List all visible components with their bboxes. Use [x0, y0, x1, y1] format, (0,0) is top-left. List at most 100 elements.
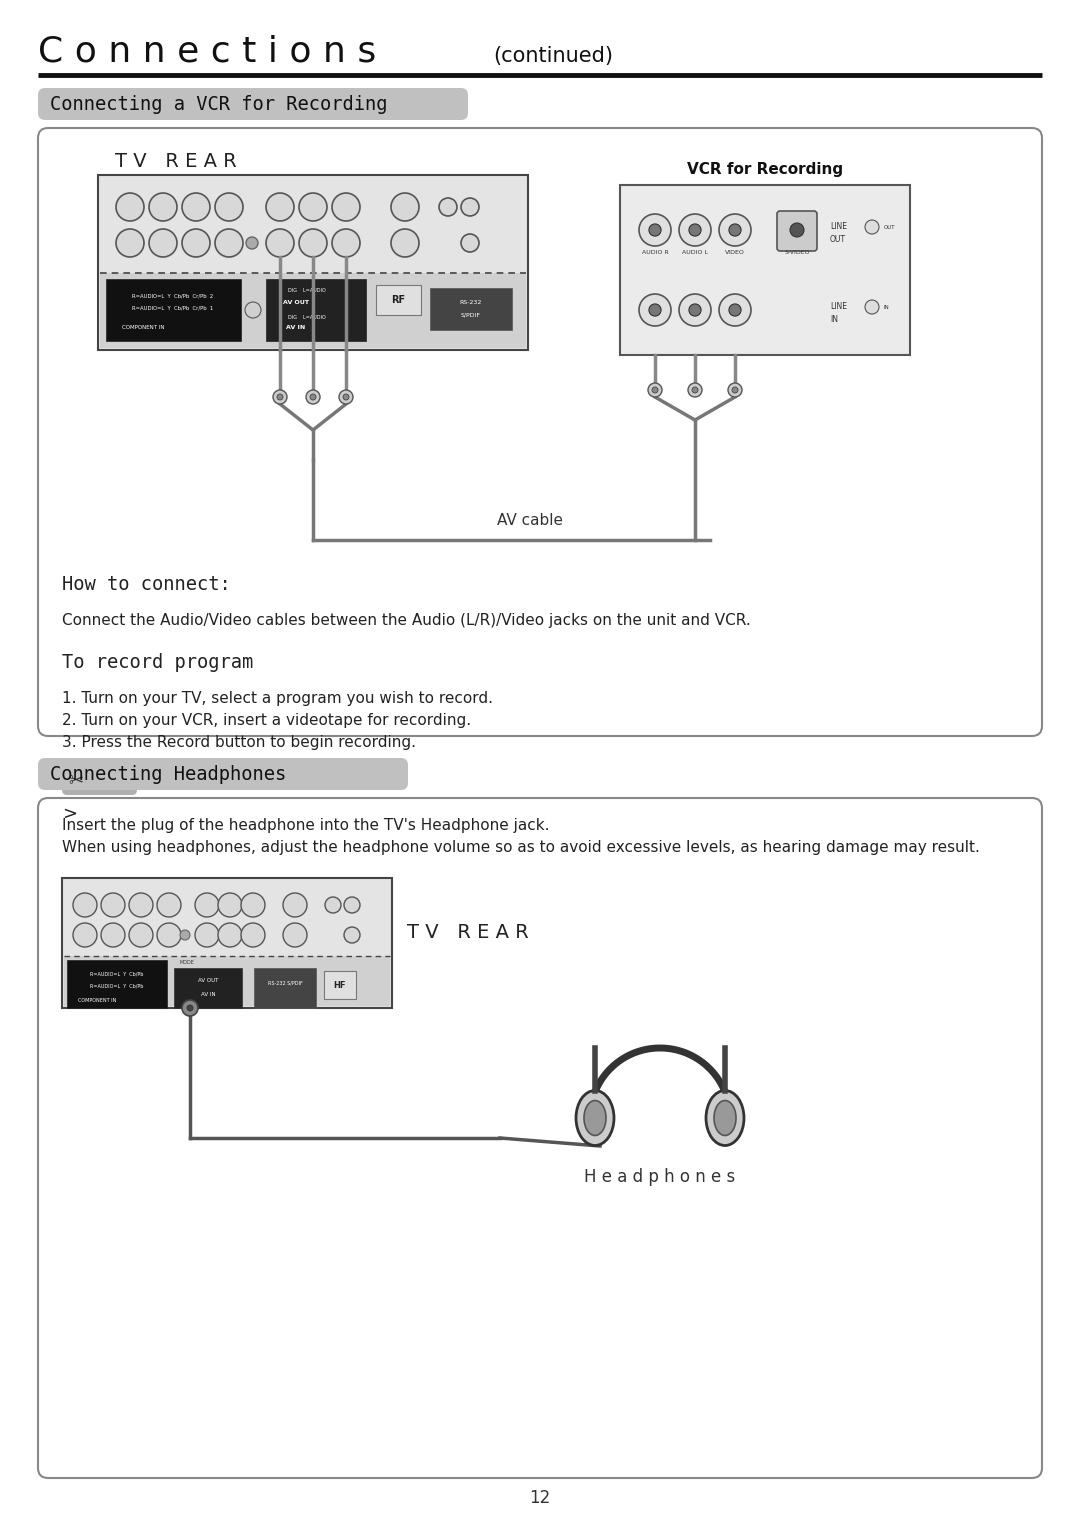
Circle shape [273, 389, 287, 405]
FancyBboxPatch shape [38, 799, 1042, 1478]
Circle shape [180, 930, 190, 941]
Text: When using headphones, adjust the headphone volume so as to avoid excessive leve: When using headphones, adjust the headph… [62, 840, 980, 855]
Text: AUDIO L: AUDIO L [681, 250, 708, 255]
Circle shape [218, 922, 242, 947]
Circle shape [692, 386, 698, 392]
Bar [430, 289, 512, 330]
Circle shape [157, 893, 181, 918]
Text: 2. Turn on your VCR, insert a videotape for recording.: 2. Turn on your VCR, insert a videotape … [62, 713, 471, 728]
Circle shape [865, 299, 879, 315]
Text: AUDIO R: AUDIO R [642, 250, 669, 255]
Circle shape [689, 304, 701, 316]
Circle shape [732, 386, 738, 392]
FancyBboxPatch shape [38, 757, 408, 789]
Text: IN: IN [831, 315, 838, 324]
Circle shape [195, 922, 219, 947]
Text: OUT: OUT [885, 224, 895, 231]
Text: COMPONENT IN: COMPONENT IN [122, 325, 164, 330]
Circle shape [157, 922, 181, 947]
Circle shape [299, 192, 327, 221]
Text: VCR for Recording: VCR for Recording [687, 162, 843, 177]
Text: Insert the plug of the headphone into the TV's Headphone jack.: Insert the plug of the headphone into th… [62, 818, 550, 834]
FancyBboxPatch shape [38, 89, 468, 121]
Circle shape [461, 234, 480, 252]
Circle shape [438, 199, 457, 215]
Circle shape [102, 922, 125, 947]
Circle shape [102, 893, 125, 918]
Text: IN: IN [885, 305, 890, 310]
Text: ✂: ✂ [68, 773, 83, 789]
Circle shape [195, 893, 219, 918]
Circle shape [299, 229, 327, 257]
Circle shape [215, 192, 243, 221]
Text: MODE: MODE [179, 960, 194, 965]
Text: H e a d p h o n e s: H e a d p h o n e s [584, 1168, 735, 1186]
Circle shape [648, 383, 662, 397]
Bar [106, 279, 241, 341]
Circle shape [245, 302, 261, 318]
Bar [620, 185, 910, 354]
Circle shape [729, 224, 741, 237]
Ellipse shape [584, 1101, 606, 1136]
Circle shape [719, 214, 751, 246]
Text: T V   R E A R: T V R E A R [114, 153, 237, 171]
Circle shape [241, 893, 265, 918]
Circle shape [276, 394, 283, 400]
Text: (continued): (continued) [492, 46, 613, 66]
Text: To record program: To record program [62, 654, 253, 672]
Circle shape [149, 192, 177, 221]
Circle shape [306, 389, 320, 405]
Bar [100, 273, 526, 348]
Circle shape [73, 893, 97, 918]
Circle shape [679, 214, 711, 246]
Ellipse shape [714, 1101, 735, 1136]
Text: AV IN: AV IN [286, 325, 306, 330]
Text: T V   R E A R: T V R E A R [407, 924, 529, 942]
Circle shape [461, 199, 480, 215]
Circle shape [116, 192, 144, 221]
Circle shape [689, 224, 701, 237]
FancyBboxPatch shape [62, 767, 137, 796]
Circle shape [332, 192, 360, 221]
Bar [376, 286, 421, 315]
Bar [266, 279, 366, 341]
Text: DIG    L=AUDIO: DIG L=AUDIO [288, 315, 326, 321]
Circle shape [187, 1005, 193, 1011]
Circle shape [391, 229, 419, 257]
Circle shape [649, 224, 661, 237]
Circle shape [266, 192, 294, 221]
Circle shape [73, 922, 97, 947]
Circle shape [325, 896, 341, 913]
Circle shape [343, 394, 349, 400]
Circle shape [183, 192, 210, 221]
Circle shape [729, 304, 741, 316]
Circle shape [345, 927, 360, 944]
Circle shape [688, 383, 702, 397]
Bar [174, 968, 242, 1008]
Text: Connecting Headphones: Connecting Headphones [50, 765, 286, 783]
Text: How to connect:: How to connect: [62, 576, 231, 594]
Circle shape [129, 893, 153, 918]
Bar [62, 878, 392, 1008]
Circle shape [865, 220, 879, 234]
Ellipse shape [576, 1090, 615, 1145]
Circle shape [639, 214, 671, 246]
Text: RF: RF [391, 295, 405, 305]
Circle shape [266, 229, 294, 257]
Circle shape [679, 295, 711, 325]
Circle shape [719, 295, 751, 325]
Circle shape [789, 223, 804, 237]
Text: COMPONENT IN: COMPONENT IN [78, 999, 117, 1003]
Text: RS-232: RS-232 [460, 301, 482, 305]
Text: R=AUDIO=L  Y  Cb/Pb: R=AUDIO=L Y Cb/Pb [91, 973, 144, 977]
Text: S-VIDEO: S-VIDEO [784, 250, 810, 255]
Circle shape [149, 229, 177, 257]
Circle shape [283, 893, 307, 918]
Text: RS-232 S/PDIF: RS-232 S/PDIF [268, 980, 302, 985]
Text: VIDEO: VIDEO [725, 250, 745, 255]
Circle shape [728, 383, 742, 397]
Bar [254, 968, 316, 1008]
Text: 1. Turn on your TV, select a program you wish to record.: 1. Turn on your TV, select a program you… [62, 692, 492, 705]
Text: HF: HF [334, 980, 347, 989]
Text: 12: 12 [529, 1489, 551, 1507]
